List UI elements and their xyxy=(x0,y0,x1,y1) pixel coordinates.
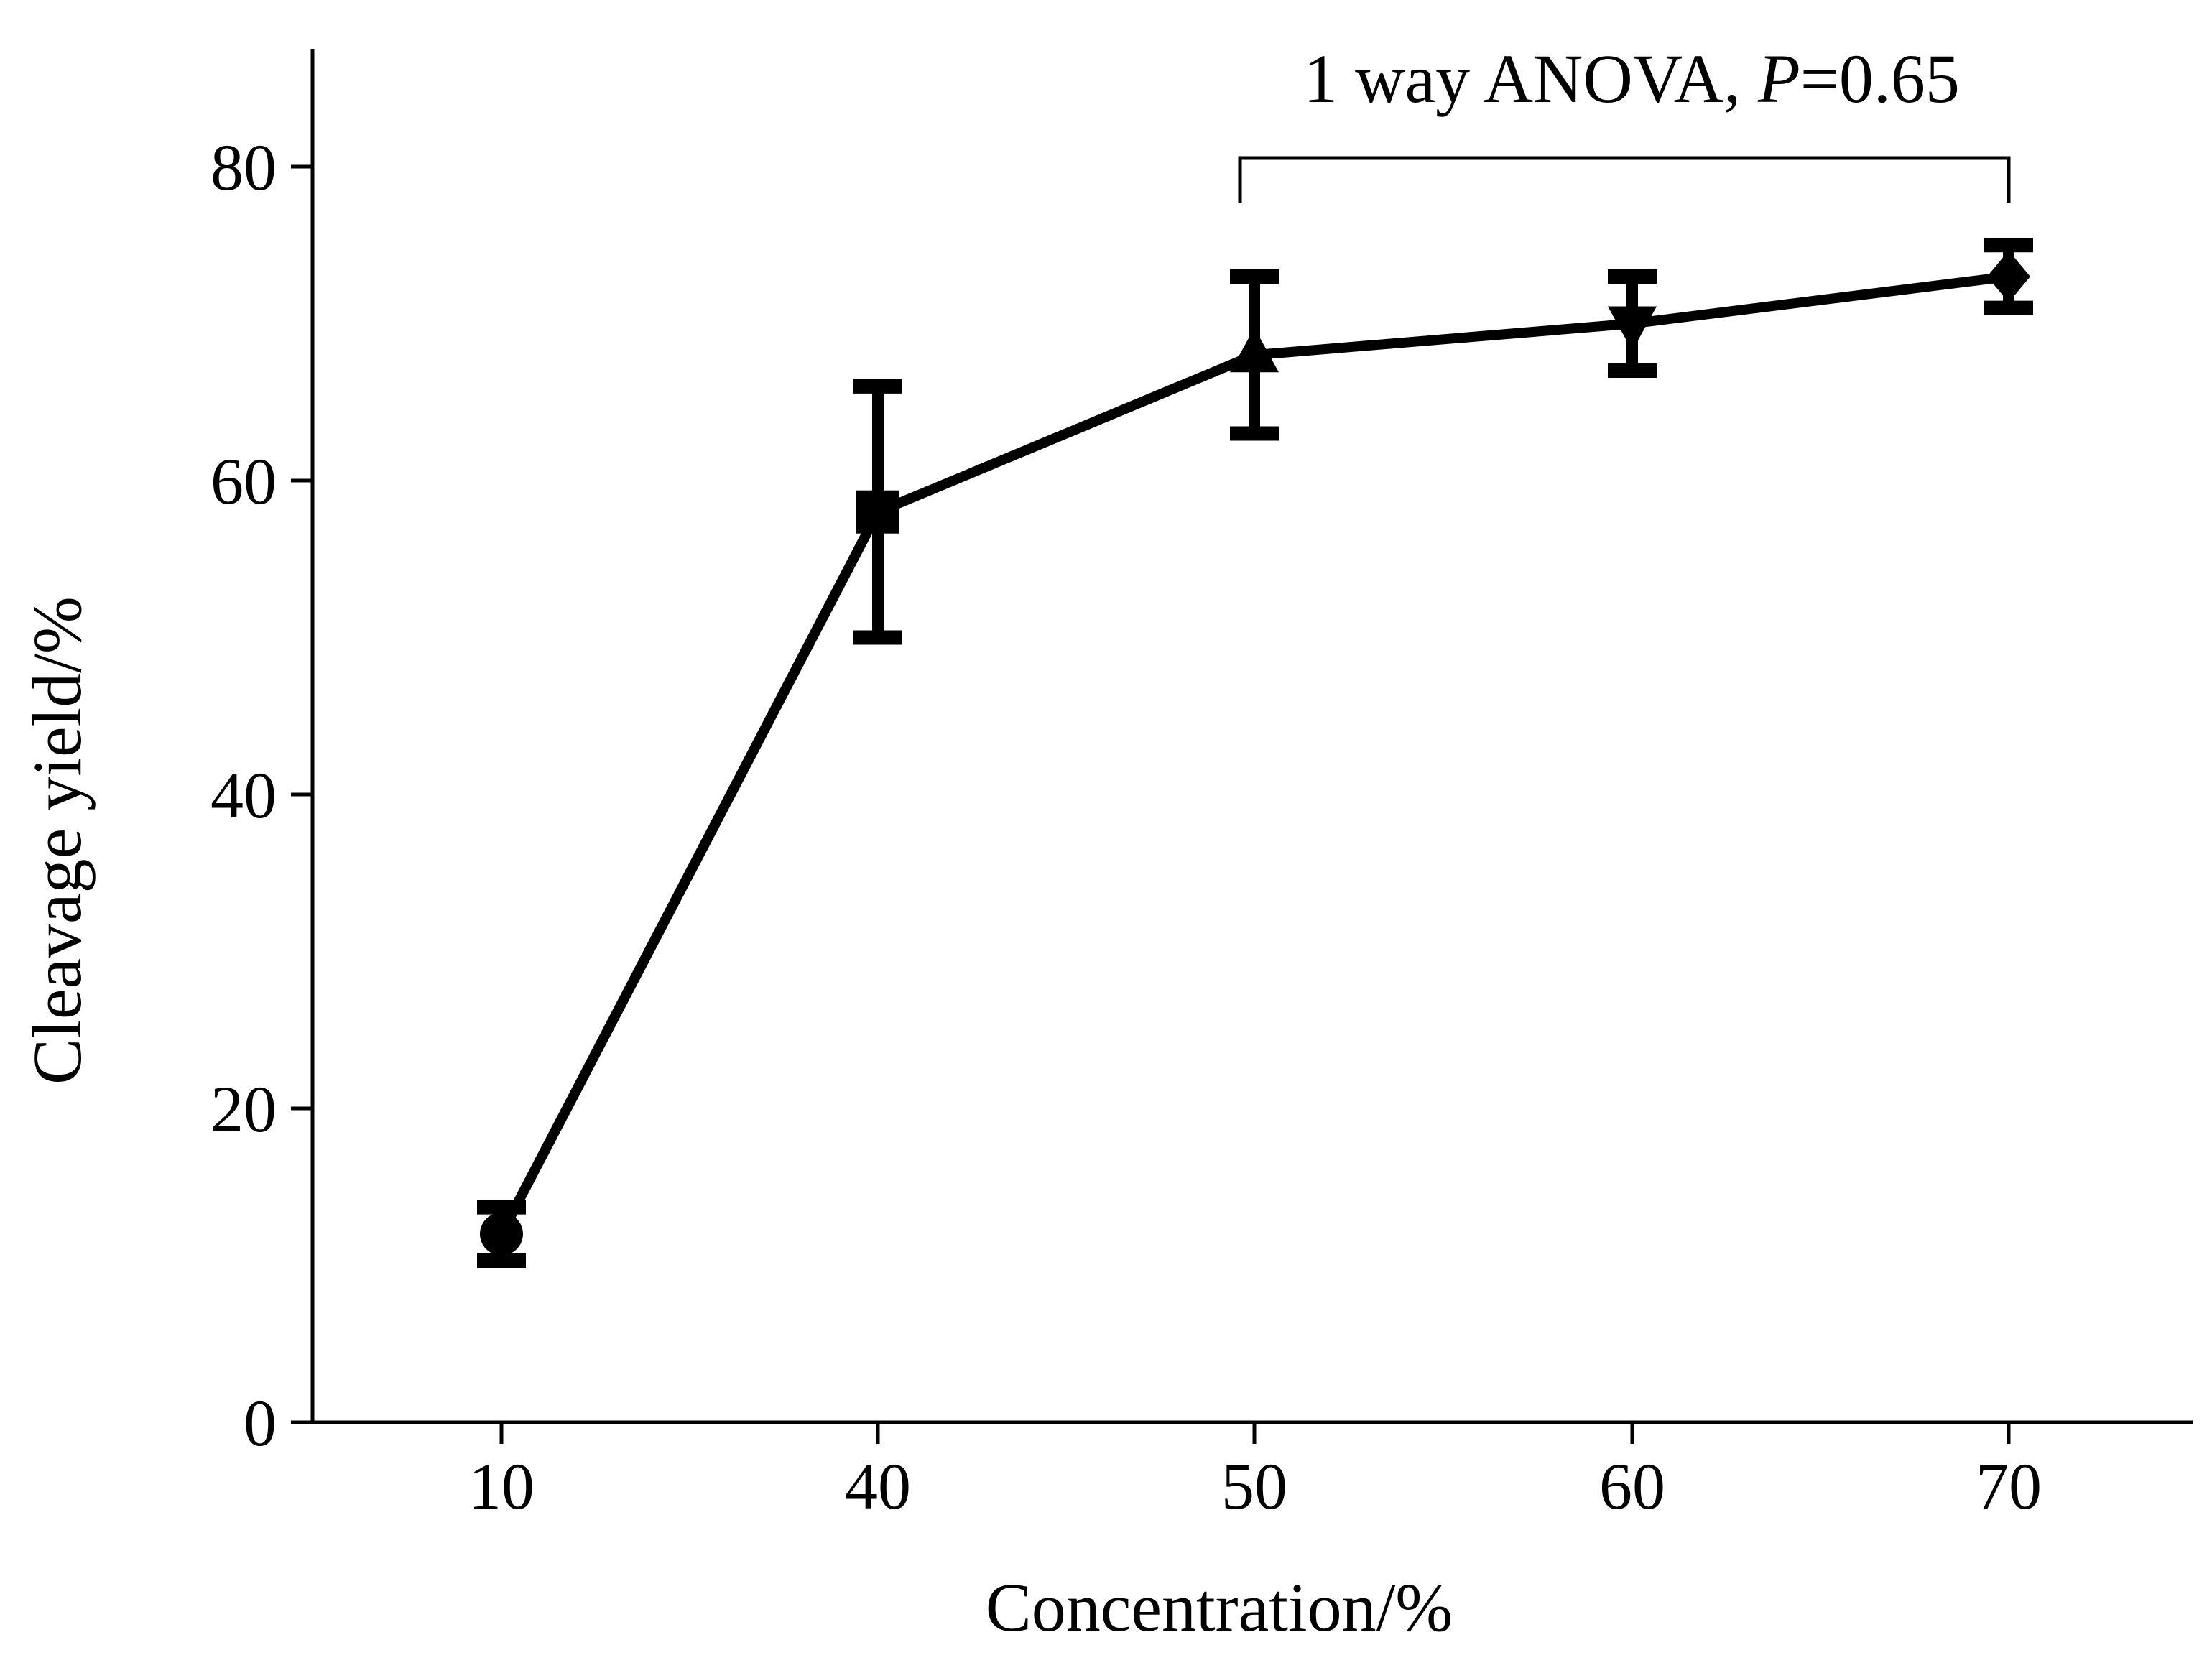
anova-label-p: P xyxy=(1757,40,1800,117)
anova-label-suffix: =0.65 xyxy=(1800,40,1960,117)
x-axis-title: Concentration/% xyxy=(986,1569,1453,1646)
marker-10 xyxy=(480,1212,523,1256)
y-tick-label-80: 80 xyxy=(210,131,277,204)
anova-bracket xyxy=(1238,156,2011,203)
x-tick-label-40: 40 xyxy=(845,1450,911,1523)
series xyxy=(477,238,2033,1268)
marker-70 xyxy=(1987,250,2030,302)
x-ticks: 10 40 50 60 70 xyxy=(468,1422,2042,1523)
anova-label: 1 way ANOVA, P=0.65 xyxy=(1303,40,1960,117)
anova-label-prefix: 1 way ANOVA, xyxy=(1303,40,1758,117)
x-tick-label-10: 10 xyxy=(468,1450,535,1523)
x-tick-label-60: 60 xyxy=(1599,1450,1665,1523)
marker-40 xyxy=(856,490,899,534)
y-ticks: 0 20 40 60 80 xyxy=(210,131,313,1460)
marker-50 xyxy=(1230,328,1279,373)
x-tick-label-50: 50 xyxy=(1221,1450,1287,1523)
marker-60 xyxy=(1608,306,1657,351)
y-axis-title: Cleavage yield/% xyxy=(19,596,96,1085)
x-tick-label-70: 70 xyxy=(1976,1450,2042,1523)
y-tick-label-20: 20 xyxy=(210,1072,277,1146)
axes xyxy=(310,49,2193,1424)
y-tick-label-0: 0 xyxy=(244,1386,277,1460)
y-tick-label-40: 40 xyxy=(210,759,277,832)
y-tick-label-60: 60 xyxy=(210,445,277,518)
anova-annotation: 1 way ANOVA, P=0.65 xyxy=(1238,40,2011,203)
